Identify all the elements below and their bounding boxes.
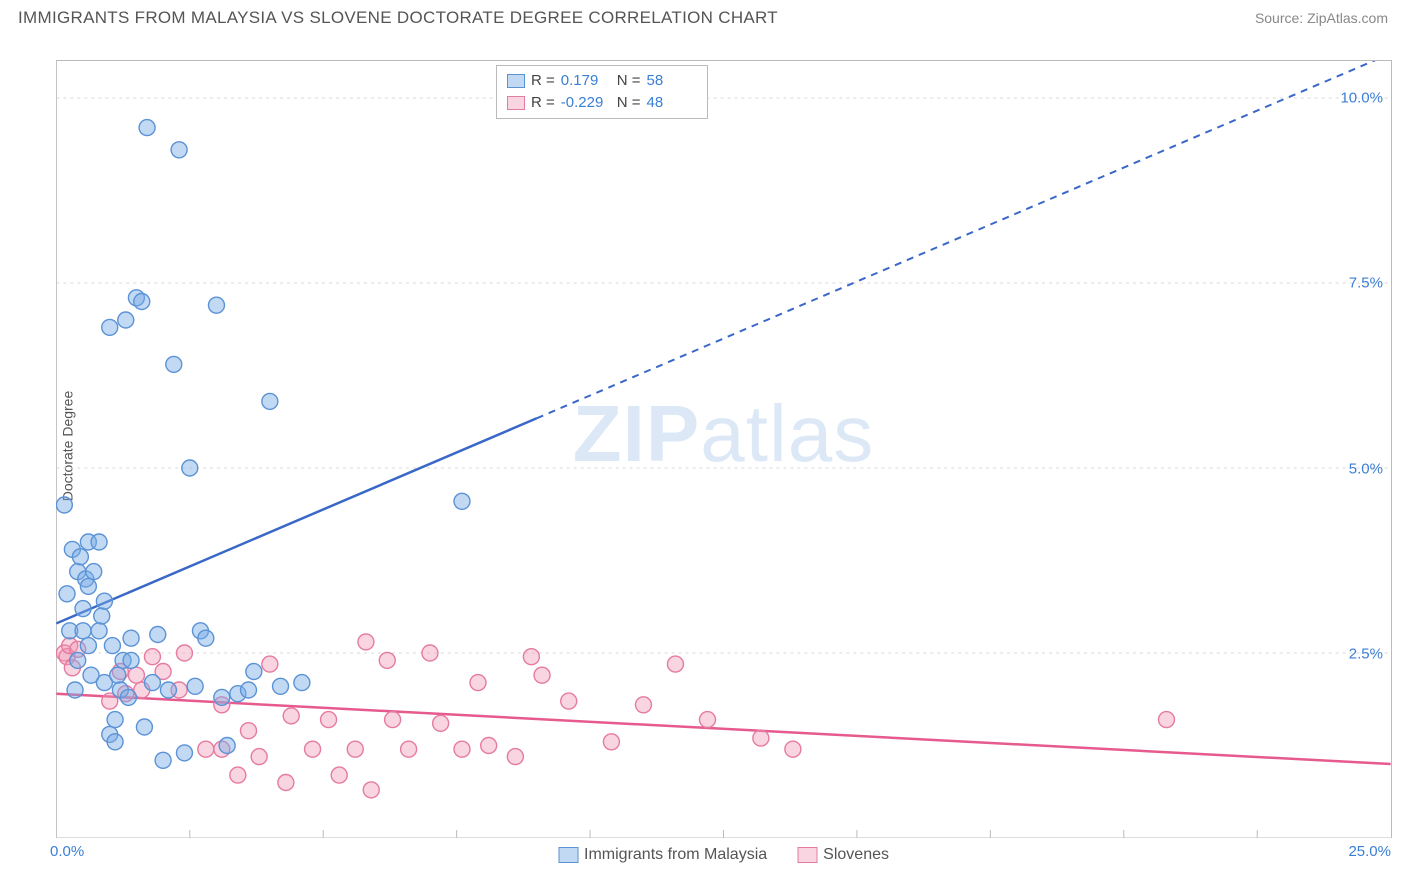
legend-swatch-pink (507, 96, 525, 110)
legend-swatch-blue (507, 74, 525, 88)
legend-swatch-icon (797, 847, 817, 863)
stats-row-pink: R =-0.229 N =48 (507, 92, 697, 114)
legend-swatch-icon (558, 847, 578, 863)
correlation-stats-box: R =0.179 N =58 R =-0.229 N =48 (496, 65, 708, 119)
x-axis-origin-label: 0.0% (50, 843, 84, 860)
source-link[interactable]: ZipAtlas.com (1307, 10, 1388, 26)
legend-item-blue: Immigrants from Malaysia (558, 846, 767, 864)
y-tick-label: 10.0% (1340, 90, 1383, 107)
chart-title: IMMIGRANTS FROM MALAYSIA VS SLOVENE DOCT… (18, 8, 778, 28)
y-tick-label: 5.0% (1349, 460, 1383, 477)
x-axis-max-label: 25.0% (1348, 843, 1391, 860)
bottom-legend: Immigrants from Malaysia Slovenes (558, 846, 889, 864)
y-tick-label: 2.5% (1349, 645, 1383, 662)
chart-area: ZIPatlas R =0.179 N =58 R =-0.229 N =48 … (56, 60, 1392, 838)
stats-row-blue: R =0.179 N =58 (507, 70, 697, 92)
scatter-plot-svg (56, 61, 1391, 838)
legend-item-pink: Slovenes (797, 846, 889, 864)
y-tick-label: 7.5% (1349, 275, 1383, 292)
source-label: Source: ZipAtlas.com (1255, 10, 1388, 26)
